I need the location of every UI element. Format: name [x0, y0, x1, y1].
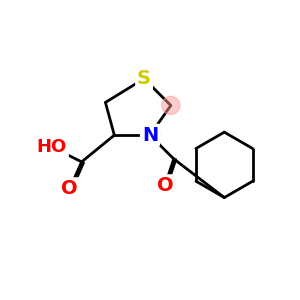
Text: O: O — [157, 176, 173, 195]
Circle shape — [162, 96, 180, 115]
Circle shape — [140, 125, 160, 145]
Text: S: S — [137, 69, 151, 88]
Text: N: N — [142, 126, 158, 145]
Text: O: O — [61, 179, 78, 198]
Text: HO: HO — [37, 138, 67, 156]
